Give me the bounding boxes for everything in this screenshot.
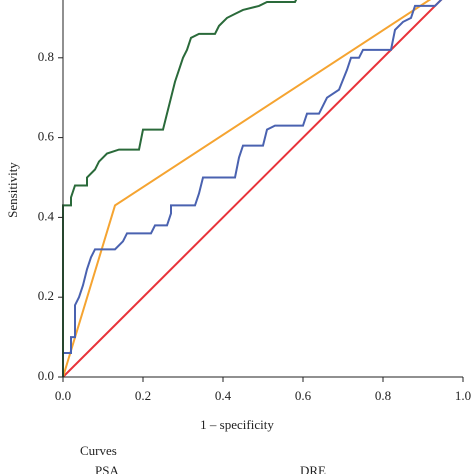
y-tick-label: 0.2 [38,288,54,303]
y-tick-label: 0.4 [38,208,55,223]
x-tick-label: 0.0 [55,388,71,403]
legend-title: Curves [80,443,117,458]
x-tick-label: 0.4 [215,388,232,403]
y-tick-label: 0.6 [38,129,55,144]
x-axis-label: 1 – specificity [200,417,274,432]
legend-label: DRE [300,463,326,474]
roc-curve [62,0,432,377]
x-tick-label: 0.2 [135,388,151,403]
x-tick-label: 0.8 [375,388,391,403]
y-axis-label: Sensitivity [5,162,20,218]
roc-curve [62,0,298,377]
x-tick-label: 0.6 [295,388,312,403]
legend-label: PSA [95,463,119,474]
roc-curve [62,0,443,377]
x-tick-label: 1.0 [455,388,471,403]
plot-lines [62,0,443,377]
y-tick-label: 0.8 [38,49,54,64]
y-tick-label: 0.0 [38,368,54,383]
roc-curve [62,0,443,377]
